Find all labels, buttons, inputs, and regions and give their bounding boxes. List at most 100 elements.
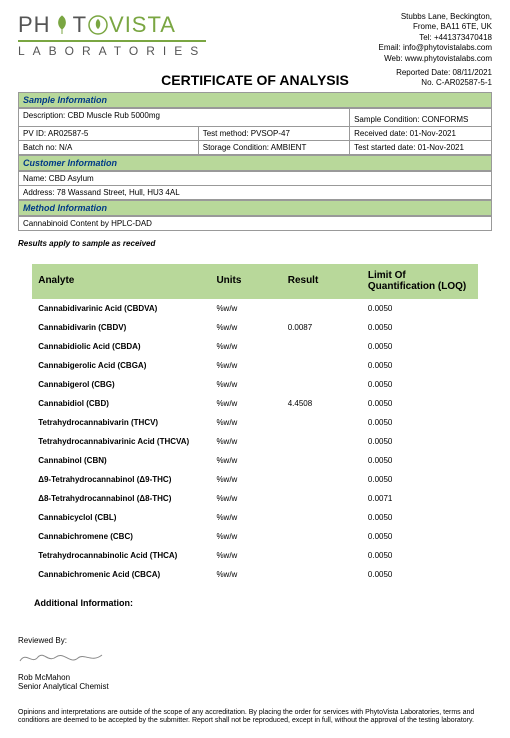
analyte-result — [282, 375, 362, 394]
review-block: Reviewed By: Rob McMahon Senior Analytic… — [18, 636, 492, 691]
analyte-name: Cannabigerol (CBG) — [32, 375, 210, 394]
table-row: Tetrahydrocannabinolic Acid (THCA)%w/w 0.… — [32, 546, 478, 565]
analyte-result — [282, 527, 362, 546]
customer-name: Name: CBD Asylum — [19, 171, 492, 185]
analyte-name: Cannabidiol (CBD) — [32, 394, 210, 413]
logo-part-2: T — [73, 12, 87, 38]
col-analyte: Analyte — [32, 264, 210, 299]
analyte-result — [282, 298, 362, 318]
analyte-loq: 0.0050 — [362, 470, 478, 489]
analyte-result — [282, 413, 362, 432]
started-cell: Test started date: 01-Nov-2021 — [350, 140, 492, 154]
method-text: Cannabinoid Content by HPLC-DAD — [19, 216, 492, 230]
analyte-units: %w/w — [210, 470, 281, 489]
test-method-cell: Test method: PVSOP-47 — [198, 126, 349, 140]
analyte-loq: 0.0050 — [362, 527, 478, 546]
batch-cell: Batch no: N/A — [19, 140, 199, 154]
sample-info-table: Description: CBD Muscle Rub 5000mg Sampl… — [18, 108, 492, 155]
analyte-units: %w/w — [210, 394, 281, 413]
analyte-result — [282, 337, 362, 356]
logo-part-3: VISTA — [109, 12, 176, 38]
analyte-loq: 0.0050 — [362, 432, 478, 451]
analyte-loq: 0.0050 — [362, 451, 478, 470]
analyte-name: Tetrahydrocannabivarin (THCV) — [32, 413, 210, 432]
table-row: Cannabidivarin (CBDV)%w/w0.00870.0050 — [32, 318, 478, 337]
analyte-loq: 0.0050 — [362, 394, 478, 413]
col-units: Units — [210, 264, 281, 299]
analyte-result — [282, 451, 362, 470]
analyte-loq: 0.0050 — [362, 546, 478, 565]
analyte-result: 0.0087 — [282, 318, 362, 337]
table-row: Cannabigerol (CBG)%w/w 0.0050 — [32, 375, 478, 394]
results-note: Results apply to sample as received — [18, 239, 492, 248]
reviewer-name: Rob McMahon — [18, 673, 492, 682]
analyte-name: Cannabichromenic Acid (CBCA) — [32, 565, 210, 584]
contact-block: Stubbs Lane, Beckington, Frome, BA11 6TE… — [379, 12, 493, 64]
signature-icon — [18, 649, 108, 667]
analyte-result — [282, 356, 362, 375]
table-row: Cannabidiolic Acid (CBDA)%w/w0.0050 — [32, 337, 478, 356]
table-row: Cannabidiol (CBD)%w/w4.45080.0050 — [32, 394, 478, 413]
table-row: Cannabidivarinic Acid (CBDVA)%w/w0.0050 — [32, 298, 478, 318]
section-customer: Customer Information — [18, 155, 492, 171]
pvid-cell: PV ID: AR02587-5 — [19, 126, 199, 140]
analyte-result — [282, 432, 362, 451]
table-row: Cannabichromene (CBC)%w/w0.0050 — [32, 527, 478, 546]
customer-info-table: Name: CBD Asylum Address: 78 Wassand Str… — [18, 171, 492, 200]
analyte-result — [282, 489, 362, 508]
analyte-loq: 0.0050 — [362, 375, 478, 394]
contact-line: Frome, BA11 6TE, UK — [379, 22, 493, 32]
circle-leaf-icon — [88, 15, 108, 35]
section-sample: Sample Information — [18, 92, 492, 108]
analyte-units: %w/w — [210, 413, 281, 432]
analyte-name: Cannabichromene (CBC) — [32, 527, 210, 546]
storage-cell: Storage Condition: AMBIENT — [198, 140, 349, 154]
analyte-result: 4.4508 — [282, 394, 362, 413]
analyte-name: Cannabidivarin (CBDV) — [32, 318, 210, 337]
table-row: Cannabicyclol (CBL)%w/w 0.0050 — [32, 508, 478, 527]
contact-line: Stubbs Lane, Beckington, — [379, 12, 493, 22]
analyte-units: %w/w — [210, 375, 281, 394]
received-cell: Received date: 01-Nov-2021 — [350, 126, 492, 140]
customer-address: Address: 78 Wassand Street, Hull, HU3 4A… — [19, 185, 492, 199]
logo: PH T VISTA LABORATORIES — [18, 12, 206, 58]
description-cell: Description: CBD Muscle Rub 5000mg — [19, 108, 350, 126]
analyte-loq: 0.0050 — [362, 508, 478, 527]
section-method: Method Information — [18, 200, 492, 216]
contact-line: Tel: +441373470418 — [379, 33, 493, 43]
table-row: Tetrahydrocannabivarinic Acid (THCVA)%w/… — [32, 432, 478, 451]
analyte-units: %w/w — [210, 565, 281, 584]
analyte-result — [282, 546, 362, 565]
logo-wordmark: PH T VISTA — [18, 12, 206, 38]
reviewed-by-label: Reviewed By: — [18, 636, 492, 645]
analyte-loq: 0.0050 — [362, 356, 478, 375]
title-row: CERTIFICATE OF ANALYSIS Reported Date: 0… — [18, 72, 492, 88]
analyte-units: %w/w — [210, 546, 281, 565]
analyte-result — [282, 565, 362, 584]
contact-line: Web: www.phytovistalabs.com — [379, 54, 493, 64]
contact-line: Email: info@phytovistalabs.com — [379, 43, 493, 53]
analyte-name: Tetrahydrocannabivarinic Acid (THCVA) — [32, 432, 210, 451]
header: PH T VISTA LABORATORIES Stubbs Lane, Bec… — [18, 12, 492, 64]
logo-part-1: PH — [18, 12, 51, 38]
analyte-result — [282, 508, 362, 527]
analyte-name: Cannabicyclol (CBL) — [32, 508, 210, 527]
analyte-units: %w/w — [210, 451, 281, 470]
analyte-units: %w/w — [210, 508, 281, 527]
table-row: Cannabigerolic Acid (CBGA)%w/w0.0050 — [32, 356, 478, 375]
analyte-units: %w/w — [210, 318, 281, 337]
analyte-name: Δ9-Tetrahydrocannabinol (Δ9-THC) — [32, 470, 210, 489]
analyte-loq: 0.0050 — [362, 413, 478, 432]
table-row: Δ9-Tetrahydrocannabinol (Δ9-THC)%w/w 0.00… — [32, 470, 478, 489]
table-row: Tetrahydrocannabivarin (THCV)%w/w 0.0050 — [32, 413, 478, 432]
analyte-table: Analyte Units Result Limit Of Quantifica… — [32, 264, 478, 584]
analyte-name: Tetrahydrocannabinolic Acid (THCA) — [32, 546, 210, 565]
leaf-icon — [52, 15, 72, 35]
col-loq: Limit Of Quantification (LOQ) — [362, 264, 478, 299]
logo-subtitle: LABORATORIES — [18, 40, 206, 58]
analyte-units: %w/w — [210, 489, 281, 508]
reviewer-title: Senior Analytical Chemist — [18, 682, 492, 691]
analyte-units: %w/w — [210, 432, 281, 451]
table-row: Δ8-Tetrahydrocannabinol (Δ8-THC)%w/w0.00… — [32, 489, 478, 508]
analyte-loq: 0.0050 — [362, 337, 478, 356]
